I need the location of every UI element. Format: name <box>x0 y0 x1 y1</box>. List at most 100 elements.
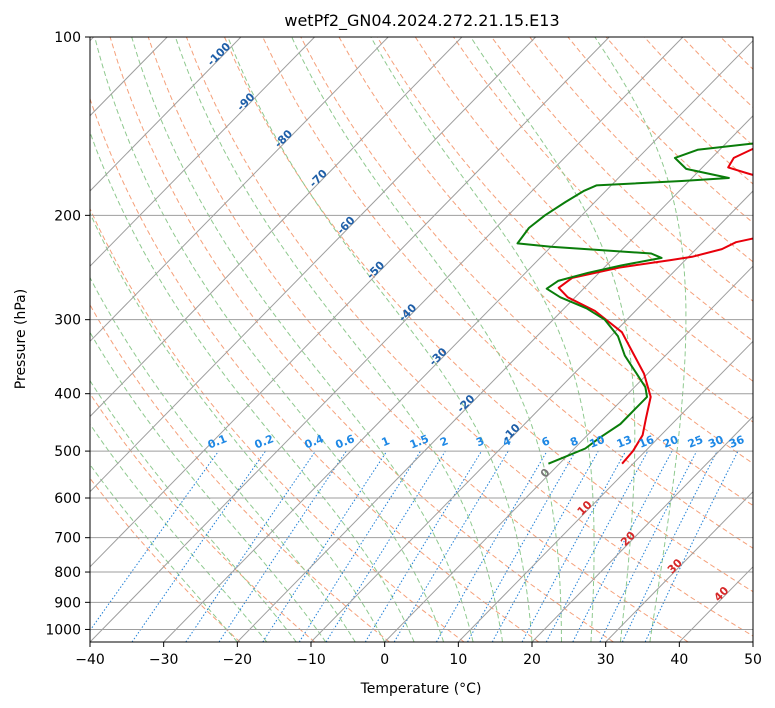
moist-adiabat <box>90 379 297 642</box>
mixing-ratio-line <box>572 450 673 642</box>
dry-adiabat <box>109 37 614 642</box>
moist-adiabat <box>90 211 386 642</box>
x-tick-label: 0 <box>380 652 389 668</box>
mixing-ratio-label: 8 <box>568 434 580 449</box>
mixing-ratio-label: 30 <box>706 433 725 451</box>
mixing-ratio-line <box>599 450 698 642</box>
profiles <box>516 142 753 465</box>
dry-adiabat <box>90 207 465 642</box>
plot-frame <box>89 36 754 643</box>
mixing-ratio-line <box>644 450 739 642</box>
dewpoint-profile <box>516 142 753 465</box>
moist-adiabat <box>174 37 503 642</box>
isotherm-label: -80 <box>272 127 295 150</box>
isotherm <box>236 115 753 642</box>
dry-adiabat <box>300 37 753 507</box>
x-tick-label: −10 <box>296 652 326 668</box>
dry-adiabat <box>338 37 753 465</box>
axis-ticks: −40 −30 −20 −10 0 10 20 30 40 50 1000 900 800 700 600 5… <box>45 30 762 668</box>
y-tick-label: 300 <box>54 313 81 329</box>
y-tick-label: 700 <box>54 531 81 547</box>
isotherm <box>90 37 242 192</box>
moist-adiabat <box>90 463 238 642</box>
x-tick-label: 10 <box>449 652 467 668</box>
mixing-ratio-label: 13 <box>615 433 634 451</box>
isotherm-label: -40 <box>396 301 419 324</box>
dry-adiabat <box>491 37 753 302</box>
dry-adiabat <box>90 477 241 642</box>
dry-adiabat <box>453 37 753 342</box>
isotherm <box>90 37 684 642</box>
mixing-ratio-line <box>131 450 266 642</box>
y-tick-label: 500 <box>54 444 81 460</box>
moist-adiabat <box>470 37 636 642</box>
x-tick-label: 30 <box>597 652 615 668</box>
mixing-ratio-label: 6 <box>540 434 552 449</box>
moist-adiabat <box>90 331 327 642</box>
isotherm <box>605 490 753 642</box>
mixing-ratio-line <box>545 450 649 642</box>
isotherm-label: -100 <box>205 40 234 69</box>
dry-adiabat <box>90 303 390 642</box>
dry-adiabat <box>414 37 753 382</box>
dry-adiabat <box>759 37 775 642</box>
isotherm <box>531 415 753 642</box>
mixing-ratio-label: 10 <box>587 433 606 451</box>
mixing-ratio-label: 1 <box>380 434 392 449</box>
x-tick-label: 50 <box>744 652 762 668</box>
mixing-ratio-line <box>621 450 718 642</box>
mixing-ratio-line <box>262 450 388 642</box>
x-tick-label: 40 <box>670 652 688 668</box>
isotherm <box>90 37 536 493</box>
dry-adiabat <box>90 97 540 642</box>
temperature-profile <box>557 147 753 465</box>
temperature-label: 20 <box>618 529 638 549</box>
chart-title: wetPf2_GN04.2024.272.21.15.E13 <box>284 11 559 31</box>
y-tick-label: 1000 <box>45 622 81 638</box>
dry-adiabat <box>720 37 753 70</box>
isotherm <box>752 641 753 642</box>
mixing-ratio-line <box>325 450 446 642</box>
isotherm-label: -50 <box>364 258 387 281</box>
isotherm <box>90 37 315 267</box>
isotherm-label: -90 <box>234 90 257 113</box>
moist-adiabat <box>370 37 595 642</box>
mixing-ratio-line <box>435 450 548 642</box>
mixing-ratio-label: 0.1 <box>206 432 229 451</box>
moist-adiabat <box>131 37 474 642</box>
isotherm-label: -30 <box>427 345 450 368</box>
y-tick-label: 100 <box>54 30 81 46</box>
mixing-ratio-line <box>218 450 347 642</box>
y-tick-label: 400 <box>54 387 81 403</box>
moist-adiabat <box>90 276 356 642</box>
mixing-ratio-line <box>298 450 422 642</box>
isotherm-label: -20 <box>454 392 477 415</box>
y-axis-title: Pressure (hPa) <box>13 289 29 389</box>
dry-adiabat <box>529 37 753 263</box>
line-labels: 0.1 0.2 0.4 0.6 1 1.5 2 3 4 6 8 10 13 16 20 25 30 36-100-… <box>205 40 747 604</box>
x-tick-label: −20 <box>223 652 253 668</box>
x-tick-label: −30 <box>149 652 179 668</box>
temperature-label: 30 <box>665 556 685 576</box>
moist-adiabat <box>291 37 562 642</box>
x-axis-title: Temperature (°C) <box>360 681 482 697</box>
isotherm <box>310 190 753 642</box>
y-tick-label: 900 <box>54 595 81 611</box>
dry-adiabat <box>376 37 753 423</box>
isotherm <box>90 37 463 418</box>
moist-adiabat <box>227 37 533 642</box>
dry-adiabat <box>90 392 316 642</box>
x-tick-label: −40 <box>75 652 105 668</box>
mixing-ratio-line <box>521 450 627 642</box>
isotherm <box>163 39 753 642</box>
moist-adiabat <box>94 37 445 642</box>
isotherm-label: -60 <box>334 214 357 237</box>
isotherm <box>90 37 389 343</box>
y-tick-label: 800 <box>54 565 81 581</box>
mixing-ratio-line <box>364 450 483 642</box>
dry-adiabat <box>682 37 753 109</box>
isotherm <box>678 566 753 642</box>
mixing-ratio-line <box>90 450 220 632</box>
mixing-ratio-label: 0.4 <box>303 432 326 451</box>
